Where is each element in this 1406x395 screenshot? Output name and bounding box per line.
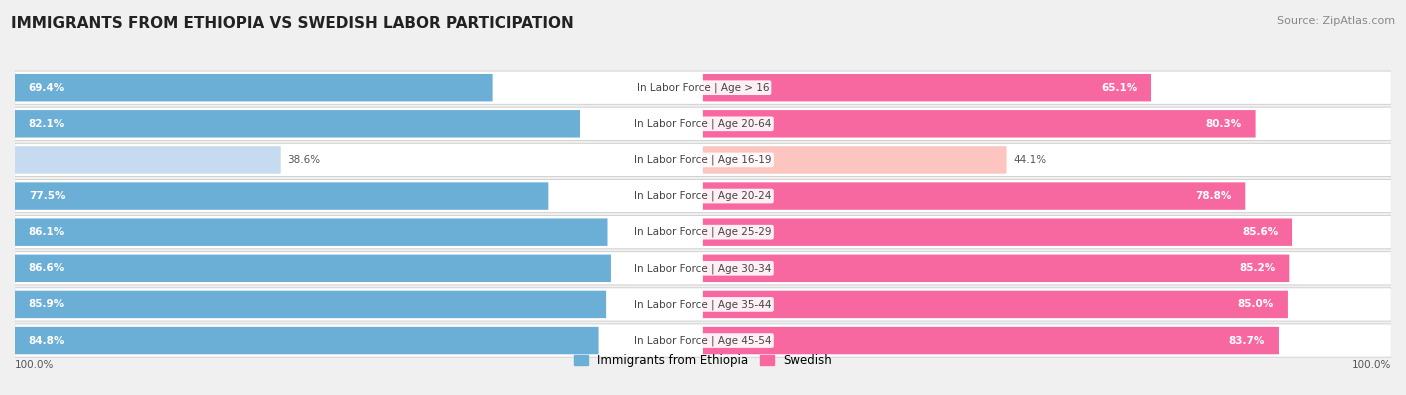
Text: In Labor Force | Age 16-19: In Labor Force | Age 16-19 bbox=[634, 155, 772, 165]
Text: In Labor Force | Age 45-54: In Labor Force | Age 45-54 bbox=[634, 335, 772, 346]
FancyBboxPatch shape bbox=[14, 143, 1392, 177]
Text: 77.5%: 77.5% bbox=[28, 191, 65, 201]
FancyBboxPatch shape bbox=[15, 182, 548, 210]
Text: 84.8%: 84.8% bbox=[28, 335, 65, 346]
Text: In Labor Force | Age 25-29: In Labor Force | Age 25-29 bbox=[634, 227, 772, 237]
FancyBboxPatch shape bbox=[15, 254, 612, 282]
Text: In Labor Force | Age 35-44: In Labor Force | Age 35-44 bbox=[634, 299, 772, 310]
FancyBboxPatch shape bbox=[15, 291, 606, 318]
FancyBboxPatch shape bbox=[15, 327, 599, 354]
Text: In Labor Force | Age > 16: In Labor Force | Age > 16 bbox=[637, 83, 769, 93]
Text: 82.1%: 82.1% bbox=[28, 119, 65, 129]
FancyBboxPatch shape bbox=[703, 254, 1289, 282]
Text: 38.6%: 38.6% bbox=[287, 155, 321, 165]
FancyBboxPatch shape bbox=[14, 288, 1392, 321]
Text: Source: ZipAtlas.com: Source: ZipAtlas.com bbox=[1277, 16, 1395, 26]
FancyBboxPatch shape bbox=[703, 146, 1007, 174]
Text: In Labor Force | Age 20-24: In Labor Force | Age 20-24 bbox=[634, 191, 772, 201]
Text: 85.9%: 85.9% bbox=[28, 299, 65, 309]
FancyBboxPatch shape bbox=[15, 110, 581, 137]
Text: 83.7%: 83.7% bbox=[1229, 335, 1265, 346]
FancyBboxPatch shape bbox=[15, 146, 281, 174]
FancyBboxPatch shape bbox=[703, 110, 1256, 137]
Text: In Labor Force | Age 30-34: In Labor Force | Age 30-34 bbox=[634, 263, 772, 274]
FancyBboxPatch shape bbox=[703, 218, 1292, 246]
Text: 85.2%: 85.2% bbox=[1239, 263, 1275, 273]
Text: In Labor Force | Age 20-64: In Labor Force | Age 20-64 bbox=[634, 118, 772, 129]
FancyBboxPatch shape bbox=[14, 71, 1392, 104]
Text: 86.6%: 86.6% bbox=[28, 263, 65, 273]
FancyBboxPatch shape bbox=[703, 291, 1288, 318]
FancyBboxPatch shape bbox=[14, 252, 1392, 285]
Text: 44.1%: 44.1% bbox=[1014, 155, 1046, 165]
Text: IMMIGRANTS FROM ETHIOPIA VS SWEDISH LABOR PARTICIPATION: IMMIGRANTS FROM ETHIOPIA VS SWEDISH LABO… bbox=[11, 16, 574, 31]
FancyBboxPatch shape bbox=[703, 327, 1279, 354]
Text: 85.0%: 85.0% bbox=[1237, 299, 1274, 309]
Text: 80.3%: 80.3% bbox=[1205, 119, 1241, 129]
Text: 100.0%: 100.0% bbox=[15, 360, 55, 370]
Text: 65.1%: 65.1% bbox=[1101, 83, 1137, 93]
FancyBboxPatch shape bbox=[14, 179, 1392, 213]
FancyBboxPatch shape bbox=[703, 74, 1152, 102]
FancyBboxPatch shape bbox=[15, 74, 492, 102]
FancyBboxPatch shape bbox=[14, 216, 1392, 249]
Text: 100.0%: 100.0% bbox=[1351, 360, 1391, 370]
FancyBboxPatch shape bbox=[15, 218, 607, 246]
FancyBboxPatch shape bbox=[14, 324, 1392, 357]
Text: 85.6%: 85.6% bbox=[1241, 227, 1278, 237]
Legend: Immigrants from Ethiopia, Swedish: Immigrants from Ethiopia, Swedish bbox=[569, 350, 837, 372]
FancyBboxPatch shape bbox=[703, 182, 1246, 210]
Text: 86.1%: 86.1% bbox=[28, 227, 65, 237]
Text: 78.8%: 78.8% bbox=[1195, 191, 1232, 201]
FancyBboxPatch shape bbox=[14, 107, 1392, 141]
Text: 69.4%: 69.4% bbox=[28, 83, 65, 93]
